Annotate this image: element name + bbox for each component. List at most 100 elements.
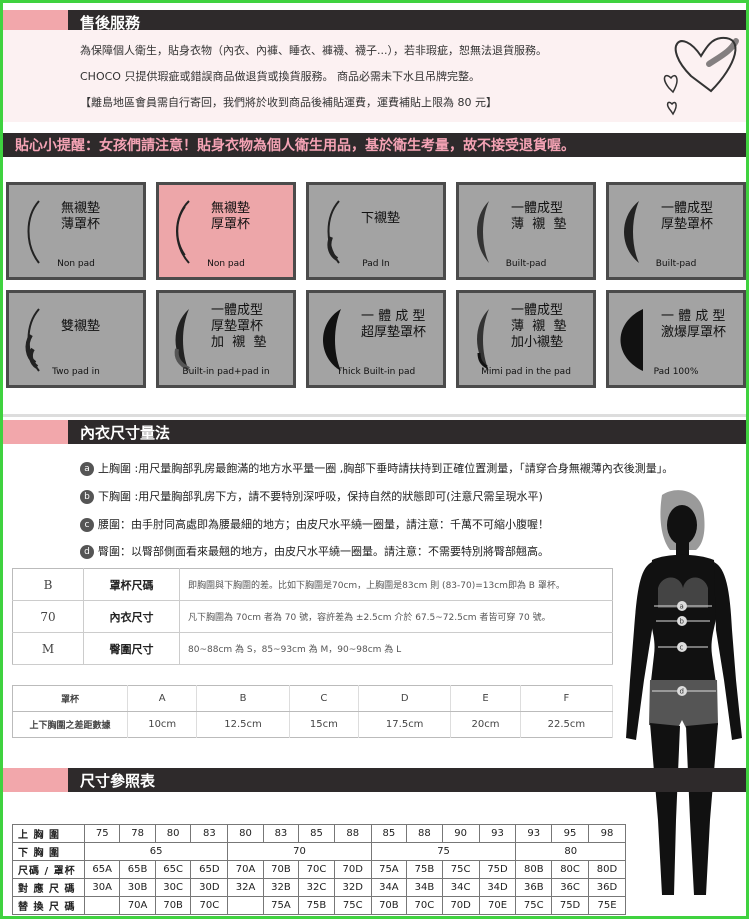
pad-type-name: 無襯墊 薄罩杯 <box>61 201 101 232</box>
divider <box>3 414 746 417</box>
table-row: 替 換 尺 碼 70A 70B 70C 75A 75B 75C 70B 70C 70D 70E 75C… <box>12 896 627 915</box>
cup-profile-icon <box>620 309 643 371</box>
row-header: 替 換 尺 碼 <box>12 896 85 915</box>
table-cell <box>83 896 121 915</box>
table-cell: 32B <box>262 878 300 897</box>
table-cell: 80D <box>587 860 627 879</box>
table-cell: 70 <box>227 842 372 861</box>
table-cell: 30D <box>190 878 229 897</box>
table-cell: 75B <box>406 860 443 879</box>
table-cell: 34B <box>406 878 443 897</box>
pad-type-name: 雙襯墊 <box>61 319 101 334</box>
table-cell: 32A <box>227 878 264 897</box>
table-cell: 30C <box>154 878 192 897</box>
table-cell: 22.5cm <box>520 711 614 738</box>
heart-doodle-icon <box>663 36 739 116</box>
size-rule-desc: 80~88cm 為 S，85~93cm 為 M，90~98cm 為 L <box>179 632 613 665</box>
cup-difference-table: 罩杯 A B C D E F 上下胸圍之差距數據 10cm 12.5cm 15cm 17.5cm 20c… <box>12 685 614 738</box>
pad-type-english: Non pad <box>207 259 245 269</box>
table-cell: 75B <box>298 896 335 915</box>
pad-type-name: 一體成型 厚墊罩杯 加 襯 墊 <box>211 303 267 350</box>
table-cell: 83 <box>262 824 300 843</box>
size-chart-table: 上 胸 圍 75 78 80 83 80 83 85 88 85 88 90 93 93 95 98 下 胸 圍… <box>12 824 627 915</box>
cup-profile-icon <box>176 200 190 264</box>
table-cell: 70D <box>333 860 372 879</box>
pad-type-card: 一體成型 厚墊罩杯 加 襯 墊 Built-in pad+pad in <box>156 290 296 388</box>
table-cell: 34A <box>370 878 408 897</box>
header-accent <box>3 768 68 792</box>
pad-type-english: Pad In <box>362 259 390 269</box>
pad-type-english: Built-pad <box>655 259 697 269</box>
after-sales-line2: CHOCO 只提供瑕疵或錯誤商品做退貨或換貨服務。 商品必需未下水且吊牌完整。 <box>80 70 480 83</box>
svg-text:c: c <box>680 644 684 652</box>
svg-text:b: b <box>680 618 685 626</box>
size-rule-desc: 即胸圍與下胸圍的差。比如下胸圍是70cm，上胸圍是83cm 則 (83-70)=… <box>179 568 613 601</box>
pad-type-card: 無襯墊 薄罩杯 Non pad <box>6 182 146 280</box>
row-header: 對 應 尺 碼 <box>12 878 85 897</box>
pad-type-name: 一體成型 薄 襯 墊 加小襯墊 <box>511 303 567 350</box>
size-rule-label: 內衣尺寸 <box>83 600 180 633</box>
measure-b-text: 下胸圍 :用尺量胸部乳房下方，請不要特別深呼吸，保持自然的狀態即可(注意尺需呈現… <box>98 490 543 503</box>
size-rule-desc: 凡下胸圍為 70cm 者為 70 號，容許差為 ±2.5cm 介於 67.5~7… <box>179 600 613 633</box>
table-cell: 80B <box>515 860 553 879</box>
measure-d: d 臀圍：以臀部側面看來最翹的地方，由皮尺水平繞一圈量。請注意：不需要特別將臀部翹… <box>80 543 549 559</box>
table-cell: 75D <box>551 896 589 915</box>
table-cell: 83 <box>190 824 229 843</box>
table-cell: 70B <box>370 896 408 915</box>
size-rules-table: B 罩杯尺碼 即胸圍與下胸圍的差。比如下胸圍是70cm，上胸圍是83cm 則 (83… <box>12 568 613 665</box>
table-cell: 20cm <box>450 711 521 738</box>
size-chart-header: 尺寸參照表 <box>3 768 746 792</box>
pad-type-name: 一 體 成 型 超厚墊罩杯 <box>361 309 427 340</box>
measure-b: b 下胸圍 :用尺量胸部乳房下方，請不要特別深呼吸，保持自然的狀態即可(注意尺需呈… <box>80 488 543 504</box>
table-cell: 36C <box>551 878 589 897</box>
table-cell: 65A <box>83 860 121 879</box>
row-header: 尺碼 / 罩杯 <box>12 860 85 879</box>
pad-type-card: 一體成型 厚墊罩杯 Built-pad <box>606 182 746 280</box>
table-cell: 65C <box>154 860 192 879</box>
table-cell: 95 <box>551 824 589 843</box>
table-cell: 32C <box>298 878 335 897</box>
measure-title: 內衣尺寸量法 <box>68 420 746 444</box>
table-cell: 78 <box>119 824 156 843</box>
after-sales-line3: 【離島地區會員需自行寄回，我們將於收到商品後補貼運費，運費補貼上限為 80 元】 <box>80 96 497 109</box>
size-rule-label: 臀圍尺寸 <box>83 632 180 665</box>
cup-profile-icon <box>174 309 190 371</box>
table-cell: 80 <box>154 824 192 843</box>
pad-types-grid: 無襯墊 薄罩杯 Non pad 無襯墊 厚罩杯 Non pad 下襯墊 Pad In 一體成… <box>3 172 746 410</box>
svg-text:d: d <box>680 688 684 696</box>
table-cell: 70A <box>227 860 264 879</box>
pad-type-name: 一 體 成 型 激爆厚罩杯 <box>661 309 727 340</box>
pad-type-name: 下襯墊 <box>361 211 401 226</box>
table-cell: 65B <box>119 860 156 879</box>
table-cell: 30A <box>83 878 121 897</box>
pad-type-english: Non pad <box>57 259 95 269</box>
after-sales-block: 為保障個人衛生，貼身衣物（內衣、內褲、睡衣、褲襪、襪子...），若非瑕疵，恕無法… <box>3 30 746 122</box>
size-code: 70 <box>12 600 84 633</box>
pad-type-english: Thick Built-in pad <box>336 367 416 377</box>
table-cell: 85 <box>370 824 408 843</box>
body-figure: a b c d <box>626 490 742 895</box>
pad-type-card: 一 體 成 型 激爆厚罩杯 Pad 100% <box>606 290 746 388</box>
table-cell: 75C <box>515 896 553 915</box>
table-cell: 93 <box>515 824 553 843</box>
cup-profile-icon <box>624 201 639 263</box>
table-cell: D <box>358 685 452 712</box>
table-cell: 15cm <box>289 711 360 738</box>
table-cell: 75E <box>587 896 627 915</box>
table-cell: 80 <box>227 824 264 843</box>
size-code: B <box>12 568 84 601</box>
size-chart-title: 尺寸參照表 <box>68 768 746 792</box>
pad-type-english: Mimi pad in the pad <box>481 367 571 377</box>
table-cell: 93 <box>478 824 517 843</box>
pad-type-card: 雙襯墊 Two pad in <box>6 290 146 388</box>
table-cell: 32D <box>333 878 372 897</box>
table-cell: 36D <box>587 878 627 897</box>
label-a-badge: a <box>80 462 94 476</box>
cup-profile-icon <box>327 200 340 264</box>
table-row: 上 胸 圍 75 78 80 83 80 83 85 88 85 88 90 93 93 95 98 <box>12 824 627 843</box>
table-cell: 75D <box>478 860 517 879</box>
table-cell: 75 <box>83 824 121 843</box>
table-cell: 70D <box>441 896 480 915</box>
table-cell: 88 <box>333 824 372 843</box>
table-cell: 70A <box>119 896 156 915</box>
